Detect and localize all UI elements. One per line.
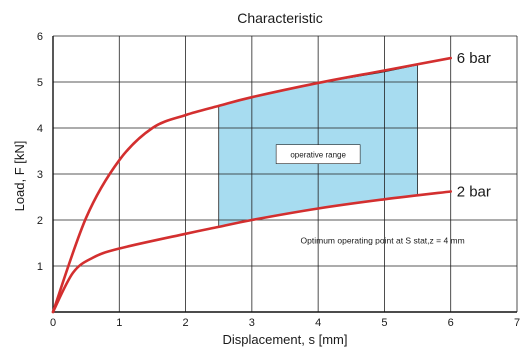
series-line-6-bar xyxy=(51,56,453,314)
annotation-text: Optimum operating point at S stat,z = 4 … xyxy=(301,236,465,246)
series-label: 6 bar xyxy=(457,50,491,67)
y-tick-label: 2 xyxy=(37,215,43,227)
operative-range-label: operative range xyxy=(290,151,346,160)
x-tick-label: 7 xyxy=(514,317,520,329)
y-axis-label: Load, F [kN] xyxy=(12,141,27,212)
x-tick-label: 3 xyxy=(249,317,255,329)
y-tick-label: 5 xyxy=(37,77,43,89)
chart-title: Characteristic xyxy=(237,10,323,26)
x-tick-label: 5 xyxy=(381,317,387,329)
y-tick-label: 1 xyxy=(37,261,43,273)
y-tick-label: 6 xyxy=(37,31,43,43)
series-line-2-bar xyxy=(51,190,453,314)
x-tick-label: 4 xyxy=(315,317,321,329)
y-tick-label: 3 xyxy=(37,169,43,181)
series-label: 2 bar xyxy=(457,183,491,200)
x-tick-label: 1 xyxy=(116,317,122,329)
y-tick-label: 4 xyxy=(37,123,43,135)
plot-area: 0 1 2 3 4 5 6 7 1 2 3 4 5 6 6 bar 2 bar operative range O… xyxy=(37,31,520,329)
operative-range-label-box xyxy=(275,144,361,164)
x-tick-label: 2 xyxy=(183,317,189,329)
x-axis-label: Displacement, s [mm] xyxy=(223,332,348,347)
x-tick-label: 6 xyxy=(448,317,454,329)
x-tick-label: 0 xyxy=(50,317,56,329)
